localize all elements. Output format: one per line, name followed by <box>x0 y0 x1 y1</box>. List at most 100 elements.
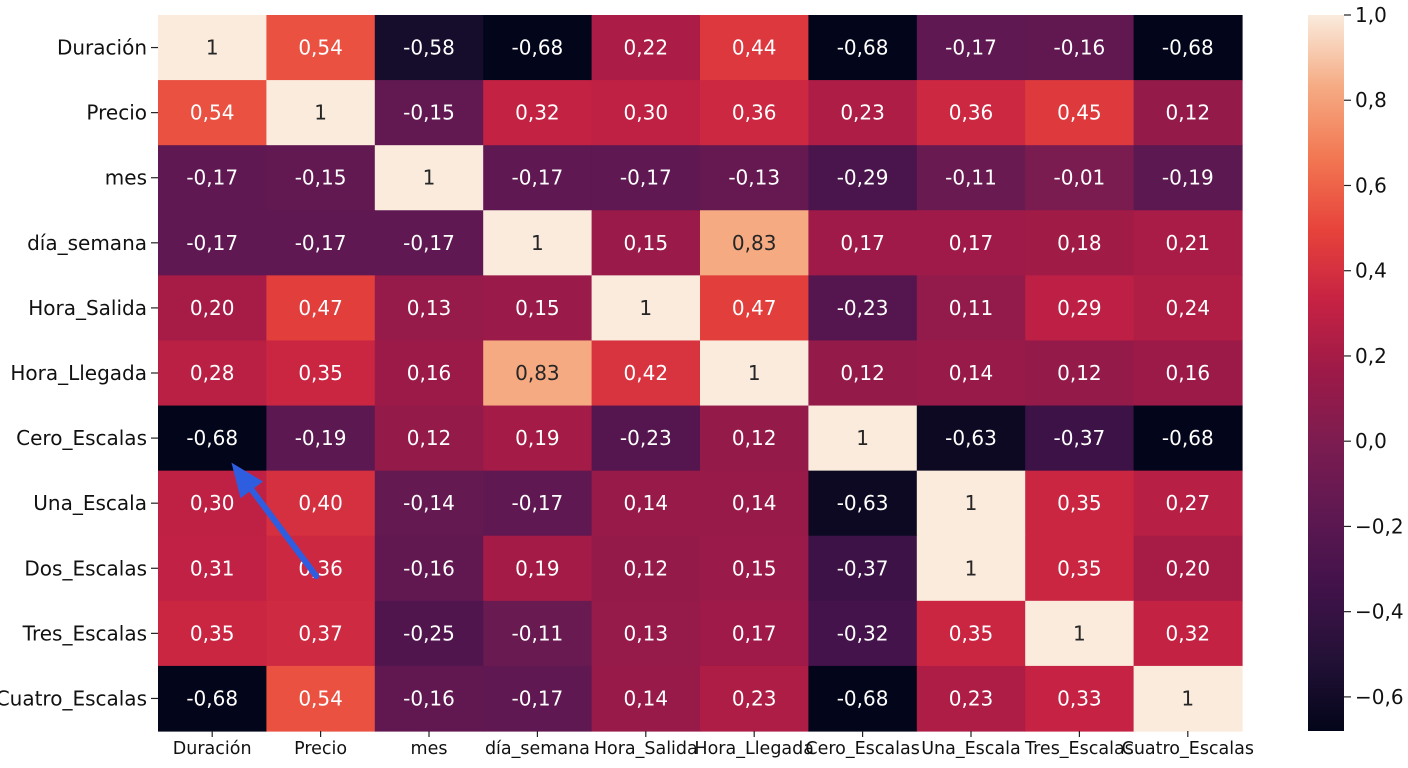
heatmap-cell <box>374 535 484 602</box>
heatmap-cell <box>1025 145 1135 211</box>
cell-value-label: -0,29 <box>837 166 889 190</box>
cell-value-label: -0,23 <box>837 296 889 320</box>
heatmap-cell <box>266 405 376 472</box>
cell-value-label: -0,25 <box>403 621 455 645</box>
heatmap-cell <box>700 600 809 667</box>
cell-value-label: -0,19 <box>1162 166 1214 190</box>
heatmap-cell <box>591 665 701 732</box>
heatmap-cell <box>158 535 267 602</box>
colorbar-tick-label: 0,8 <box>1355 88 1387 112</box>
x-tick-label: Cuatro_Escalas <box>1122 739 1254 759</box>
cell-value-label: 0,21 <box>1166 231 1211 255</box>
y-tick-label: Tres_Escalas <box>22 621 147 645</box>
heatmap-cell <box>483 535 593 602</box>
cell-value-label: 0,44 <box>732 36 777 60</box>
cell-value-label: 0,54 <box>298 36 343 60</box>
heatmap-cell <box>1025 665 1135 732</box>
cell-value-label: -0,37 <box>1054 426 1106 450</box>
heatmap-cell <box>158 665 267 732</box>
heatmap-cell <box>1133 665 1243 732</box>
cell-value-label: 1 <box>423 166 436 190</box>
heatmap-cell <box>916 535 1026 602</box>
heatmap-cell <box>483 210 593 276</box>
heatmap-cell <box>1133 145 1243 211</box>
heatmap-cell <box>1133 600 1243 667</box>
heatmap-cell <box>483 80 593 146</box>
heatmap-cell <box>916 665 1026 732</box>
heatmap-cell <box>483 15 593 81</box>
x-tick-label: Duración <box>173 739 252 759</box>
cell-value-label: 0,35 <box>298 361 343 385</box>
cell-value-label: 0,32 <box>1166 621 1211 645</box>
cell-value-label: 0,12 <box>624 556 669 580</box>
heatmap-cell <box>808 340 918 407</box>
cell-value-label: -0,68 <box>1162 426 1214 450</box>
heatmap-cell <box>808 535 918 602</box>
colorbar-tick-label: −0,4 <box>1355 600 1404 624</box>
heatmap-cell <box>483 275 593 342</box>
y-tick-label: Hora_Salida <box>28 296 147 320</box>
heatmap-cell <box>266 15 376 81</box>
y-tick-label: Una_Escala <box>33 491 147 515</box>
heatmap-cell <box>591 145 701 211</box>
heatmap-cell <box>1133 80 1243 146</box>
cell-value-label: -0,17 <box>186 231 238 255</box>
cell-value-label: -0,68 <box>837 686 889 710</box>
heatmap-cell <box>591 405 701 472</box>
cell-value-label: 0,32 <box>515 101 560 125</box>
heatmap-cell <box>916 340 1026 407</box>
cell-value-label: -0,13 <box>728 166 780 190</box>
heatmap-cell <box>483 405 593 472</box>
cell-value-label: -0,17 <box>620 166 672 190</box>
cell-value-label: 0,23 <box>732 686 777 710</box>
heatmap-cell <box>266 275 376 342</box>
cell-value-label: 0,28 <box>190 361 235 385</box>
heatmap-cell <box>158 600 267 667</box>
heatmap-cell <box>1133 470 1243 537</box>
y-tick-label: Cero_Escalas <box>16 426 147 450</box>
x-tick-label: Una_Escala <box>921 739 1020 759</box>
heatmap-cell <box>1133 535 1243 602</box>
cell-value-label: 0,19 <box>515 426 560 450</box>
x-tick-label: mes <box>411 739 448 759</box>
cell-value-label: 0,20 <box>190 296 235 320</box>
cell-value-label: 1 <box>639 296 652 320</box>
heatmap-cell <box>700 145 809 211</box>
colorbar-tick-label: −0,6 <box>1355 685 1404 709</box>
x-tick-label: Hora_Llegada <box>694 739 814 759</box>
cell-value-label: 0,12 <box>1057 361 1102 385</box>
heatmap-cell <box>916 210 1026 276</box>
cell-value-label: 0,12 <box>407 426 452 450</box>
heatmap-cell <box>266 600 376 667</box>
colorbar-tick-label: 0,4 <box>1355 259 1387 283</box>
cell-value-label: 0,17 <box>732 621 777 645</box>
cell-value-label: 0,13 <box>407 296 452 320</box>
colorbar-tick-label: 0,6 <box>1355 173 1387 197</box>
heatmap-cell <box>374 340 484 407</box>
heatmap-cell <box>700 275 809 342</box>
colorbar-tick-label: −0,2 <box>1355 514 1404 538</box>
cell-value-label: 0,42 <box>624 361 669 385</box>
cell-value-label: 1 <box>1181 686 1194 710</box>
heatmap-cell <box>483 470 593 537</box>
heatmap-cell <box>266 80 376 146</box>
heatmap-cell <box>374 275 484 342</box>
heatmap-cell <box>808 405 918 472</box>
cell-value-label: 0,15 <box>624 231 669 255</box>
heatmap-cell <box>1025 405 1135 472</box>
cell-value-label: 0,54 <box>298 686 343 710</box>
heatmap-cell <box>1025 210 1135 276</box>
cell-value-label: -0,16 <box>1054 36 1106 60</box>
cell-value-label: 1 <box>206 36 219 60</box>
heatmap-cell <box>374 600 484 667</box>
cell-value-label: 0,24 <box>1166 296 1211 320</box>
cell-value-label: 0,12 <box>732 426 777 450</box>
cell-value-label: 0,27 <box>1166 491 1211 515</box>
colorbar: 1,0 0,8 0,6 0,4 0,2 0,0 −0,2 −0,4 −0,6 <box>1308 3 1404 731</box>
heatmap-cell <box>700 535 809 602</box>
heatmap-cell <box>374 210 484 276</box>
cell-value-label: 0,83 <box>515 361 560 385</box>
cell-value-label: 0,17 <box>840 231 885 255</box>
heatmap-cell <box>374 80 484 146</box>
